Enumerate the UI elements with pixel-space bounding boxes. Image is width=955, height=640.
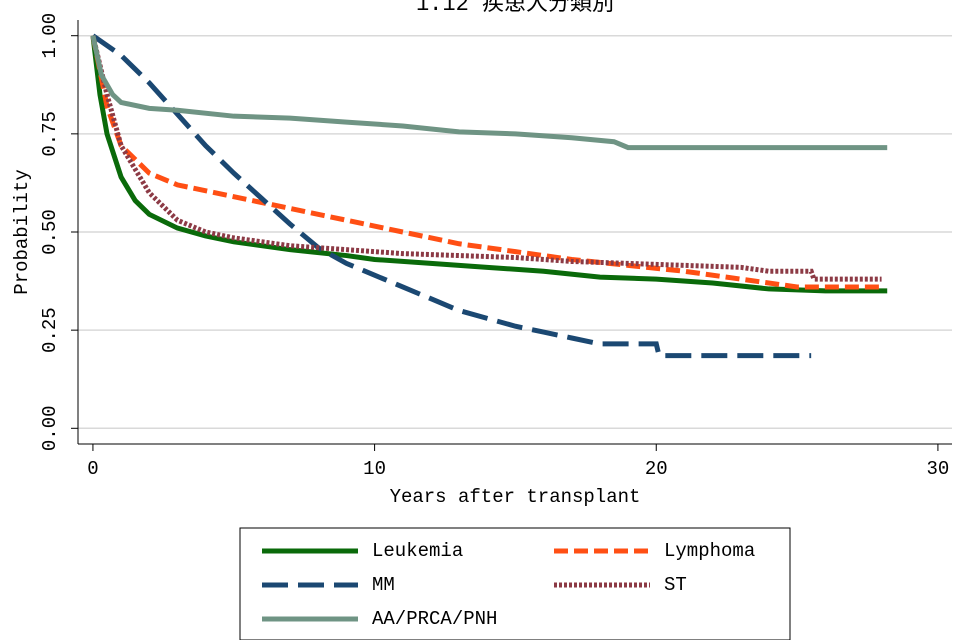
legend-label: ST (664, 574, 687, 596)
series-line (90, 35, 882, 282)
series-line (90, 35, 888, 294)
x-tick-label: 0 (87, 458, 98, 480)
y-tick-label: 1.00 (39, 13, 61, 59)
x-tick-label: 30 (927, 458, 950, 480)
legend-label: MM (372, 574, 395, 596)
y-tick-label: 0.25 (39, 307, 61, 353)
x-tick-label: 20 (645, 458, 668, 480)
legend-label: Lymphoma (664, 540, 755, 562)
x-tick-label: 10 (363, 458, 386, 480)
y-tick-label: 0.75 (39, 111, 61, 157)
y-tick-label: 0.50 (39, 209, 61, 255)
series-line (90, 35, 888, 151)
y-tick-label: 0.00 (39, 405, 61, 451)
chart-title: 1.12 疾患大分類別 (416, 0, 614, 17)
legend-label: AA/PRCA/PNH (372, 608, 497, 630)
x-axis-label: Years after transplant (390, 486, 641, 508)
y-axis-label: Probability (11, 169, 33, 294)
series-line (91, 33, 812, 359)
legend-label: Leukemia (372, 540, 463, 562)
series-line (90, 35, 882, 290)
legend-box (239, 527, 791, 640)
